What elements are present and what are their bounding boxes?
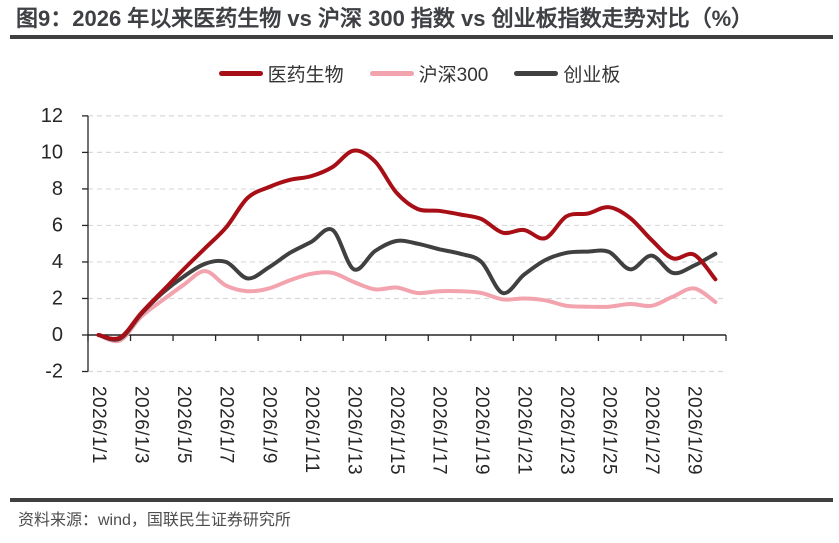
legend-item-hs300: 沪深300 [369,60,489,87]
svg-text:2026/1/7: 2026/1/7 [216,386,237,464]
svg-text:2026/1/17: 2026/1/17 [428,386,449,475]
legend-line-swatch-red [218,70,263,76]
svg-text:10: 10 [41,141,63,163]
svg-text:2026/1/1: 2026/1/1 [88,386,109,464]
svg-text:12: 12 [41,105,63,127]
svg-text:0: 0 [52,324,63,346]
legend-label-hs300: 沪深300 [418,64,489,86]
svg-text:2026/1/27: 2026/1/27 [641,386,662,475]
svg-text:-2: -2 [45,361,63,383]
svg-text:2: 2 [52,287,63,309]
svg-text:2026/1/9: 2026/1/9 [258,386,279,464]
svg-text:2026/1/19: 2026/1/19 [471,386,492,475]
footer-divider [10,498,833,502]
legend-label-chinext: 创业板 [563,64,621,86]
svg-text:2026/1/5: 2026/1/5 [173,386,194,464]
svg-text:2026/1/21: 2026/1/21 [513,386,534,475]
svg-text:2026/1/11: 2026/1/11 [301,386,322,474]
chart-legend: 医药生物 沪深300 创业板 [0,59,839,87]
legend-item-chinext: 创业板 [514,60,620,87]
legend-item-pharma-bio: 医药生物 [218,60,344,87]
svg-text:4: 4 [52,251,63,273]
legend-line-swatch-pink [369,70,414,76]
svg-text:2026/1/23: 2026/1/23 [556,386,577,475]
chart-title: 图9：2026 年以来医药生物 vs 沪深 300 指数 vs 创业板指数走势对… [16,6,754,31]
legend-label-pharma-bio: 医药生物 [267,64,344,86]
svg-text:6: 6 [52,214,63,236]
svg-text:2026/1/25: 2026/1/25 [599,386,620,475]
svg-text:2026/1/3: 2026/1/3 [131,386,152,464]
title-underline [10,35,833,39]
data-source-note: 资料来源：wind，国联民生证券研究所 [18,512,291,529]
svg-text:2026/1/15: 2026/1/15 [386,386,407,475]
svg-text:8: 8 [52,178,63,200]
legend-line-swatch-gray [514,70,559,76]
svg-text:2026/1/29: 2026/1/29 [684,386,705,475]
svg-text:2026/1/13: 2026/1/13 [343,386,364,475]
